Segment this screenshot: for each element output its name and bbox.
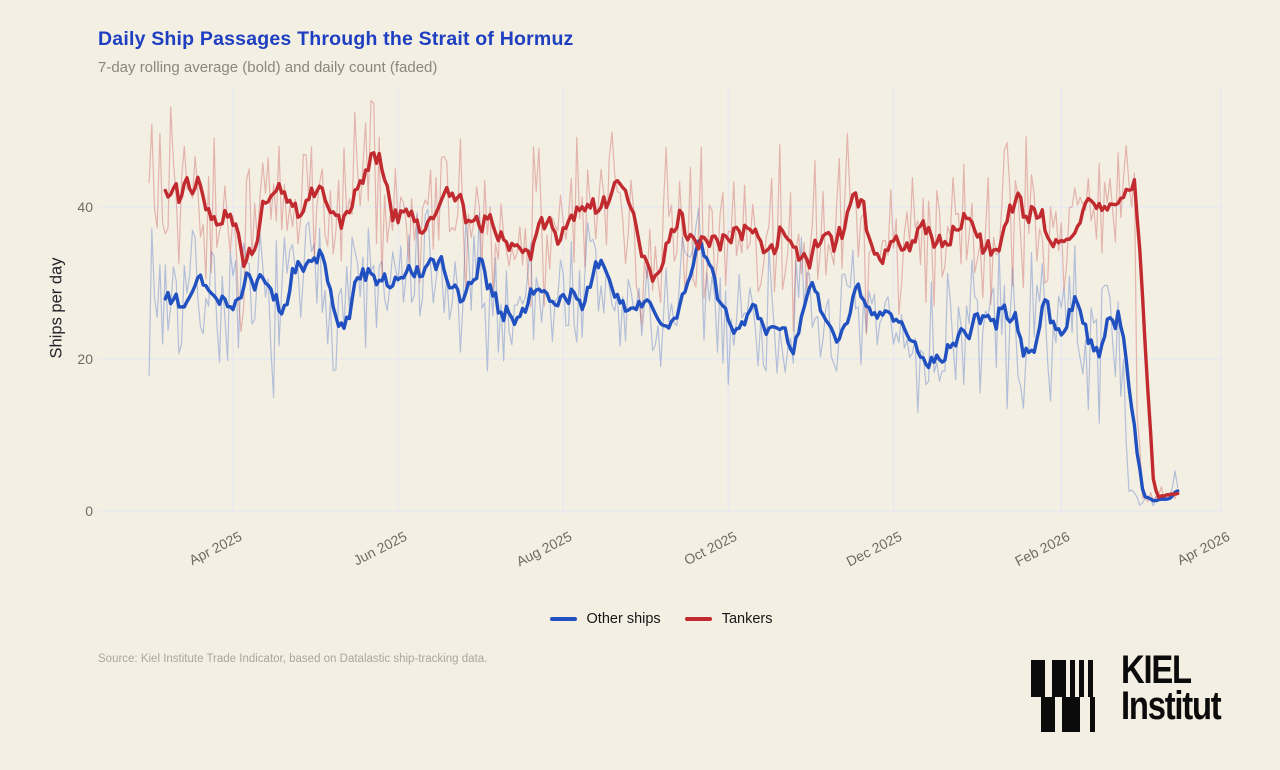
- y-tick-label: 40: [77, 199, 93, 215]
- logo-bar-icon: [1052, 660, 1066, 697]
- logo-line1: KIEL: [1121, 648, 1192, 692]
- legend-label-other-ships: Other ships: [586, 611, 661, 627]
- chart-subtitle: 7-day rolling average (bold) and daily c…: [98, 59, 438, 76]
- daily-count-lines: [148, 100, 1179, 507]
- logo-bar-icon: [1070, 660, 1075, 697]
- page-title: Daily Ship Passages Through the Strait o…: [98, 28, 574, 50]
- y-tick-label: 0: [85, 503, 93, 519]
- logo-bar-icon: [1031, 660, 1045, 697]
- legend-item-other-ships: Other ships: [549, 611, 661, 627]
- source-note: Source: Kiel Institute Trade Indicator, …: [98, 653, 488, 665]
- y-tick-label: 20: [77, 351, 93, 367]
- other-ships-daily-line: [148, 208, 1179, 507]
- logo-bar-icon: [1062, 697, 1080, 732]
- gridlines: [99, 88, 1223, 515]
- tankers-daily-line: [148, 100, 1179, 503]
- tankers-rolling-line: [163, 151, 1180, 500]
- legend-item-tankers: Tankers: [684, 611, 773, 627]
- tankers-line-swatch: [684, 617, 712, 621]
- legend-label-tankers: Tankers: [721, 611, 773, 627]
- logo-line2: Institut: [1121, 684, 1222, 728]
- logo-bar-icon: [1079, 660, 1084, 697]
- logo-bar-icon: [1090, 697, 1095, 732]
- other-ships-rolling-line: [163, 239, 1180, 503]
- logo-bar-icon: [1088, 660, 1093, 697]
- other-ships-line-swatch: [549, 617, 577, 621]
- logo-bar-icon: [1041, 697, 1055, 732]
- legend: Other ships Tankers: [99, 611, 1223, 627]
- rolling-average-lines: [163, 151, 1180, 503]
- kiel-institut-logo: KIEL Institut: [1031, 650, 1246, 734]
- y-axis-title: Ships per day: [47, 257, 66, 359]
- logo-wordmark: KIEL Institut: [1121, 648, 1222, 728]
